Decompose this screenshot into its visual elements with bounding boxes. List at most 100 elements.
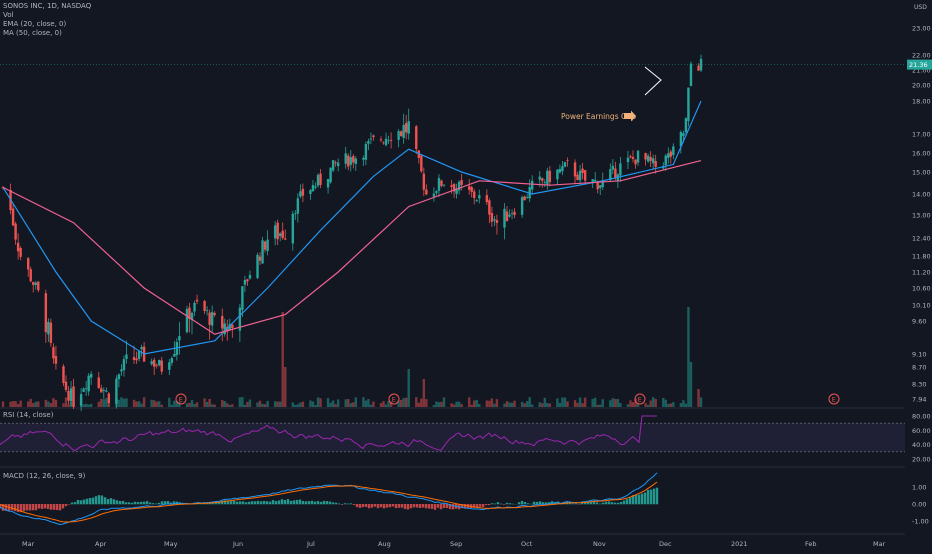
macd-histogram-bar bbox=[626, 499, 628, 504]
price-tick-label: 12.40 bbox=[912, 235, 931, 243]
symbol-title[interactable]: SONOS INC, 1D, NASDAQ bbox=[3, 2, 91, 11]
volume-bar bbox=[105, 398, 107, 407]
volume-bar bbox=[365, 401, 367, 407]
macd-histogram-bar bbox=[236, 502, 238, 505]
macd-histogram-bar bbox=[476, 504, 478, 507]
volume-bar bbox=[67, 404, 69, 407]
macd-histogram-bar bbox=[68, 504, 70, 505]
candle-body bbox=[670, 152, 672, 157]
volume-bar bbox=[488, 401, 490, 407]
candle-body bbox=[352, 156, 354, 162]
macd-histogram-bar bbox=[29, 504, 31, 510]
macd-histogram-bar bbox=[479, 504, 481, 507]
macd-histogram-bar bbox=[71, 503, 73, 505]
macd-histogram-bar bbox=[272, 500, 274, 504]
volume-bar bbox=[161, 405, 163, 407]
candle-body bbox=[440, 181, 442, 186]
price-tick-label: 8.70 bbox=[912, 364, 926, 372]
volume-bar bbox=[584, 398, 586, 407]
volume-bar bbox=[282, 312, 284, 407]
candle-body bbox=[140, 347, 142, 349]
volume-bar bbox=[408, 369, 410, 407]
macd-histogram-bar bbox=[305, 501, 307, 504]
candle-body bbox=[45, 293, 47, 332]
volume-bar bbox=[103, 399, 105, 407]
macd-histogram-bar bbox=[125, 502, 127, 504]
macd-histogram-bar bbox=[335, 503, 337, 505]
ma-indicator-label[interactable]: MA (50, close, 0) bbox=[3, 29, 62, 38]
volume-bar bbox=[468, 397, 470, 407]
macd-histogram-bar bbox=[137, 502, 139, 504]
volume-bar bbox=[259, 401, 261, 407]
macd-histogram-bar bbox=[11, 504, 13, 510]
macd-histogram-bar bbox=[533, 502, 535, 505]
macd-histogram-bar bbox=[374, 504, 376, 507]
volume-bar bbox=[672, 402, 674, 407]
volume-bar bbox=[644, 403, 646, 407]
candle-body bbox=[614, 169, 616, 179]
volume-bar bbox=[460, 404, 462, 407]
volume-bar bbox=[143, 397, 145, 407]
vol-indicator-label[interactable]: Vol bbox=[3, 11, 13, 20]
rsi-tick-label: 60.00 bbox=[912, 427, 931, 435]
macd-histogram-bar bbox=[395, 504, 397, 508]
candle-body bbox=[108, 393, 110, 403]
rsi-indicator-label[interactable]: RSI (14, close) bbox=[3, 411, 53, 419]
time-tick-label: Apr bbox=[95, 540, 107, 548]
macd-histogram-bar bbox=[635, 495, 637, 505]
macd-histogram-bar bbox=[365, 504, 367, 507]
volume-bar bbox=[423, 379, 425, 407]
macd-histogram-bar bbox=[248, 502, 250, 505]
macd-histogram-bar bbox=[308, 501, 310, 504]
candle-body bbox=[521, 197, 523, 215]
candle-body bbox=[471, 187, 473, 192]
macd-histogram-bar bbox=[260, 501, 262, 504]
volume-bar bbox=[619, 403, 621, 407]
candle-body bbox=[161, 361, 163, 372]
volume-bar bbox=[506, 401, 508, 407]
candle-body bbox=[362, 158, 364, 160]
candle-body bbox=[493, 219, 495, 220]
price-tick-label: 16.00 bbox=[912, 150, 931, 158]
volume-bar bbox=[473, 400, 475, 407]
macd-histogram-bar bbox=[50, 504, 52, 510]
volume-bar bbox=[153, 400, 155, 407]
macd-histogram-bar bbox=[134, 502, 136, 505]
candle-body bbox=[365, 144, 367, 160]
candle-body bbox=[302, 189, 304, 196]
volume-bar bbox=[594, 398, 596, 407]
candle-body bbox=[382, 143, 384, 144]
macd-histogram-bar bbox=[503, 504, 505, 505]
macd-histogram-bar bbox=[92, 498, 94, 505]
candle-body bbox=[566, 160, 568, 161]
candle-body bbox=[123, 359, 125, 370]
candle-body bbox=[153, 360, 155, 367]
candle-body bbox=[12, 209, 14, 226]
macd-histogram-bar bbox=[95, 496, 97, 504]
macd-histogram-bar bbox=[647, 490, 649, 504]
time-tick-label: Mar bbox=[22, 540, 35, 548]
earnings-marker-label: E bbox=[638, 396, 642, 404]
candle-body bbox=[284, 238, 286, 239]
macd-indicator-label[interactable]: MACD (12, 26, close, 9) bbox=[3, 472, 85, 480]
macd-histogram-bar bbox=[323, 501, 325, 504]
volume-bar bbox=[221, 400, 223, 407]
candle-body bbox=[629, 156, 631, 157]
time-tick-label: Jun bbox=[232, 540, 243, 548]
price-tick-label: 18.00 bbox=[912, 98, 931, 106]
candle-body bbox=[574, 162, 576, 176]
volume-bar bbox=[80, 398, 82, 407]
candle-body bbox=[32, 282, 34, 285]
price-tick-label: 11.80 bbox=[912, 253, 931, 261]
volume-bar bbox=[327, 398, 329, 407]
candle-body bbox=[612, 166, 614, 170]
volume-bar bbox=[372, 401, 374, 407]
price-tick-label: 10.60 bbox=[912, 285, 931, 293]
volume-bar bbox=[156, 402, 158, 407]
candle-body bbox=[425, 190, 427, 195]
candle-body bbox=[211, 312, 213, 325]
ema-indicator-label[interactable]: EMA (20, close, 0) bbox=[3, 20, 66, 29]
macd-histogram-bar bbox=[296, 500, 298, 504]
